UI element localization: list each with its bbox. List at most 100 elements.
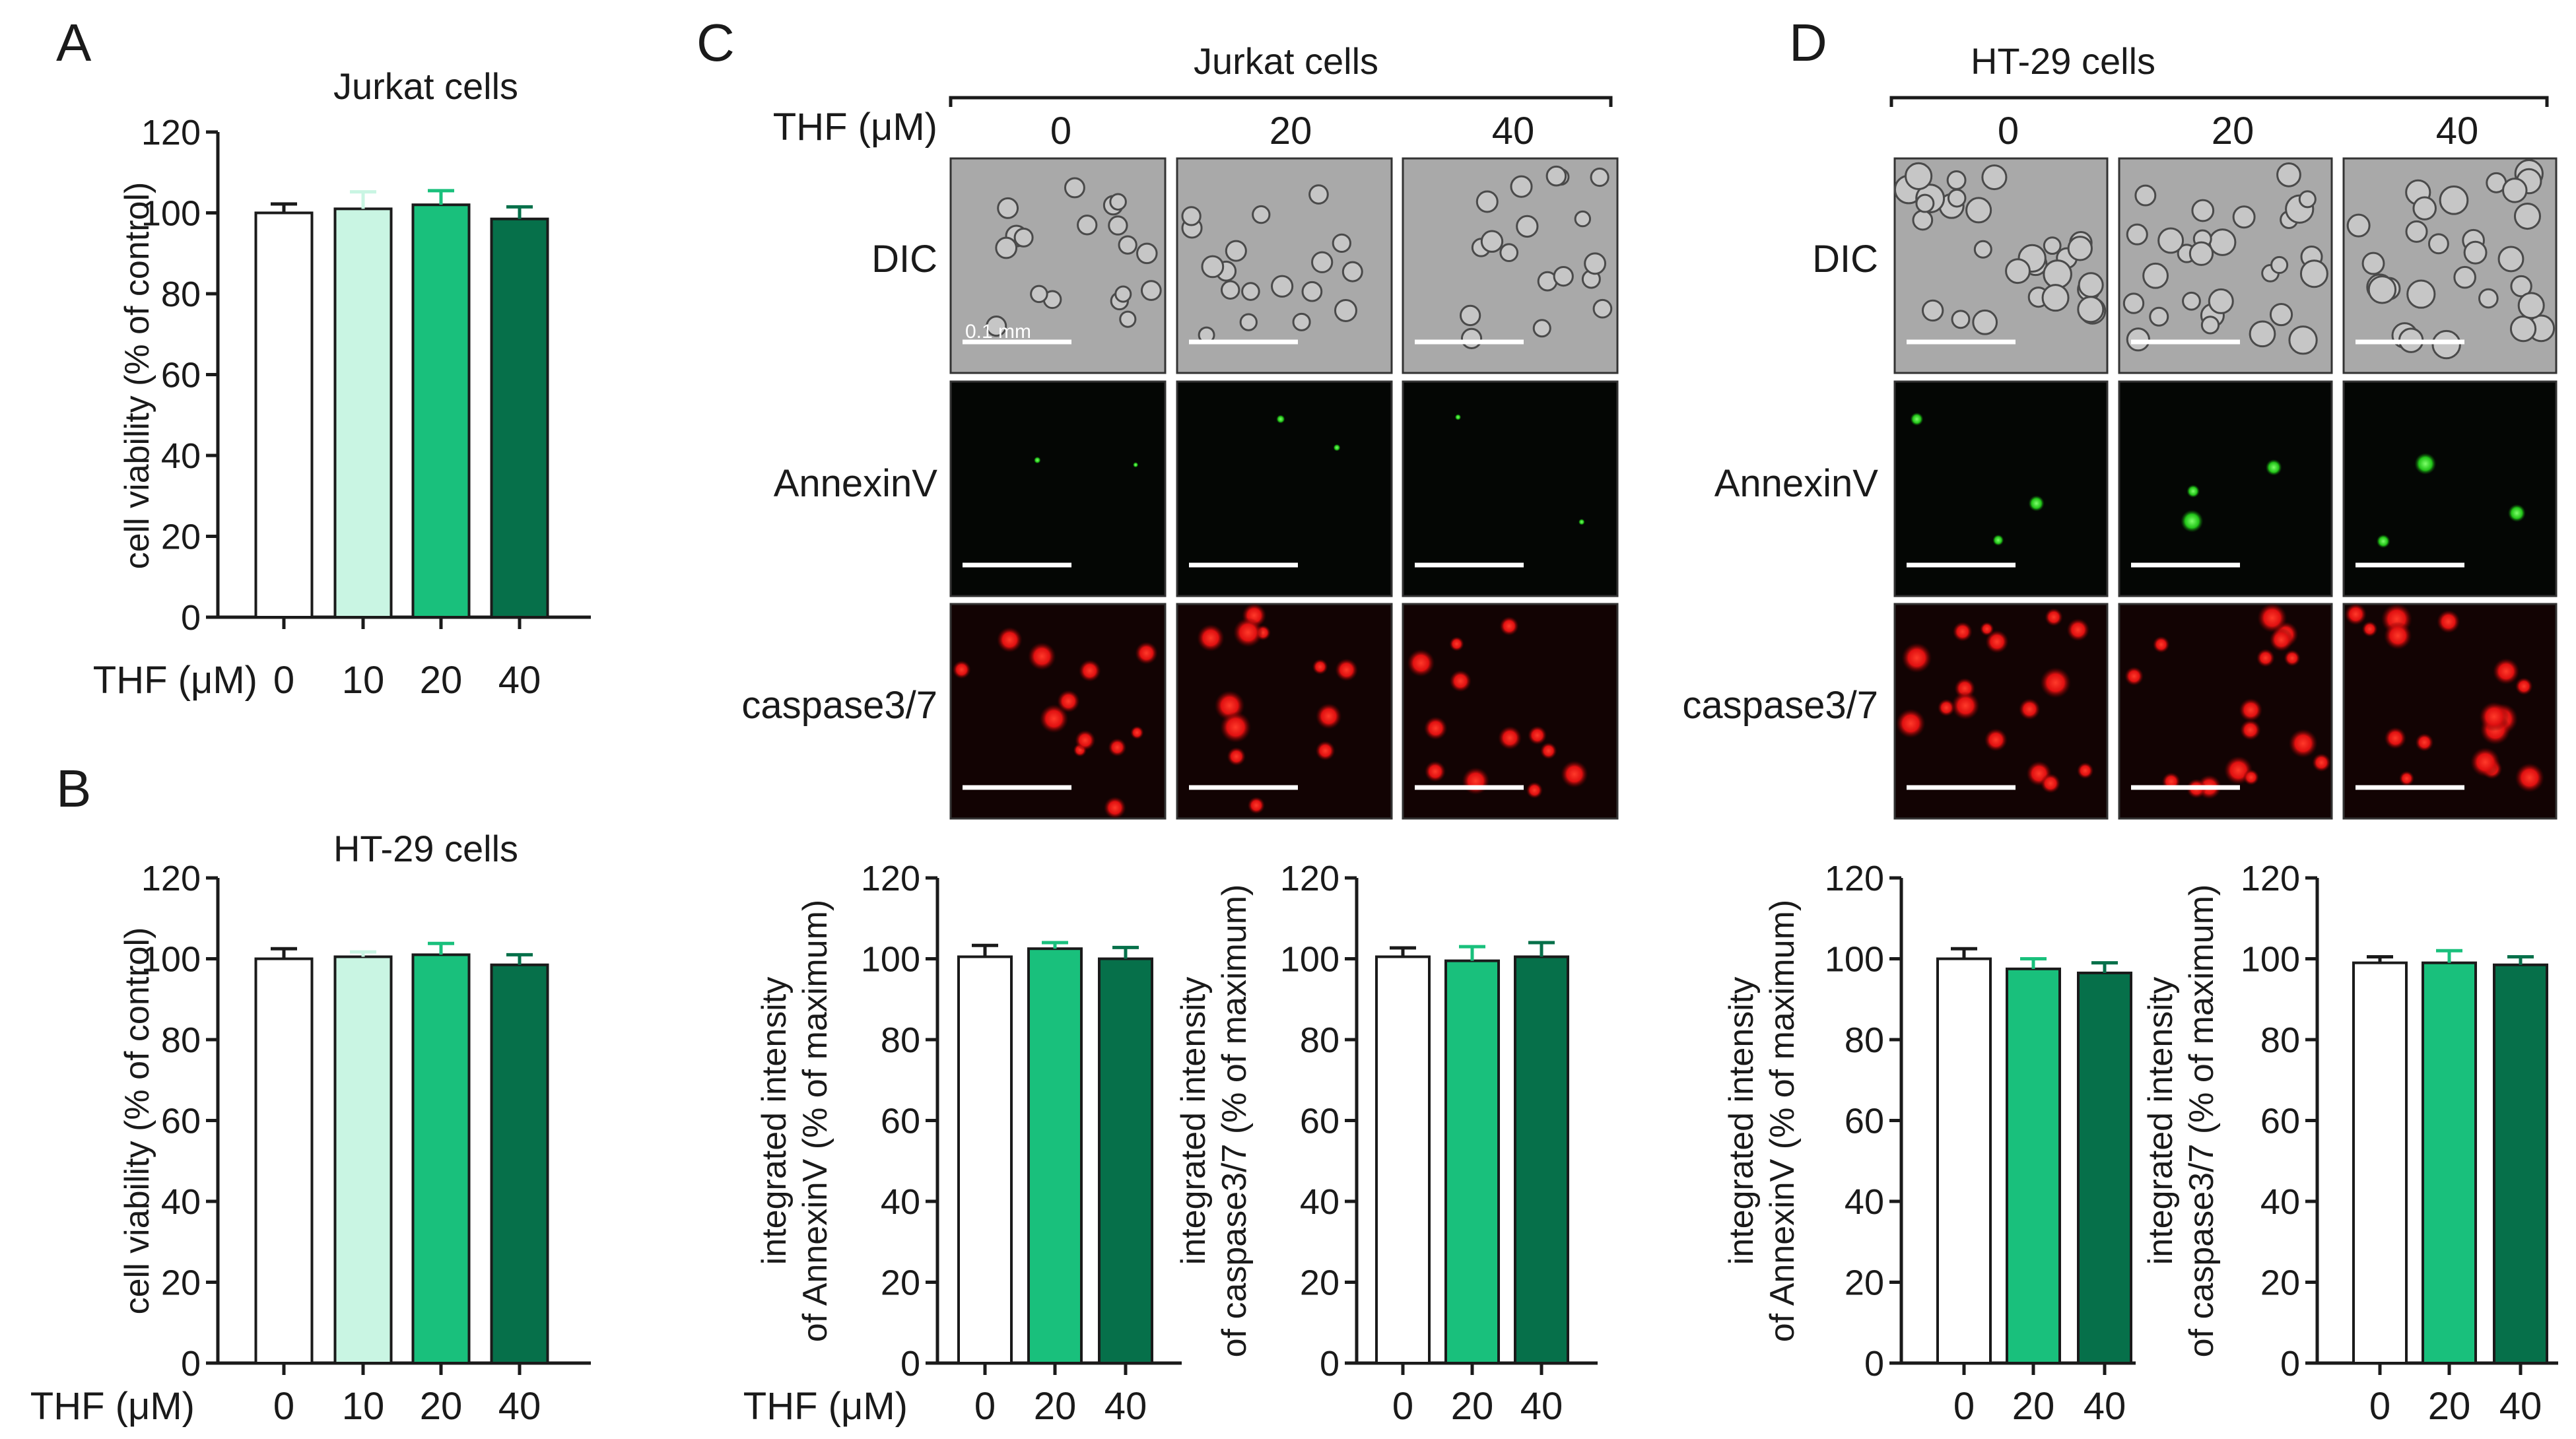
caspase-spot <box>1075 729 1096 751</box>
tile-d-dic-40 <box>2342 157 2558 374</box>
chart-c-caspase-xtick-label-20: 20 <box>1451 1385 1494 1428</box>
tile-c-caspase-0 <box>949 603 1167 820</box>
caspase-spot <box>2383 621 2412 650</box>
chart-b-bar-10 <box>333 955 393 1364</box>
chart-b-ytick-label: 40 <box>161 1182 201 1222</box>
chart-d-annexin-errorbar-20 <box>2020 957 2047 969</box>
chart-d-caspase-bar-0 <box>2352 961 2408 1364</box>
chart-c-annexin-ylabel-line-1: integrated intensity <box>755 977 794 1265</box>
chart-b-errorbar-0 <box>271 947 297 959</box>
chart-b-errorbar-40 <box>506 953 533 965</box>
cell <box>2478 288 2499 309</box>
cell <box>2463 240 2488 265</box>
chart-b-xtick-label-0: 0 <box>273 1385 294 1428</box>
caspase-spot <box>1407 649 1435 677</box>
cell <box>1510 175 1533 198</box>
chart-b-ytick-label: 20 <box>161 1263 201 1303</box>
caspase-spot <box>1312 659 1328 675</box>
chart-a-xtick-label-20: 20 <box>420 659 463 702</box>
cell <box>2367 275 2397 304</box>
chart-d-annexin-ytick-label: 20 <box>1845 1263 1884 1303</box>
chart-d-annexin-ytick-label: 40 <box>1845 1182 1884 1222</box>
cell <box>1912 209 1934 231</box>
chart-b-title: HT-29 cells <box>333 828 518 869</box>
caspase-spot <box>1039 704 1069 733</box>
chart-d-caspase-ytick-label: 80 <box>2260 1021 2300 1060</box>
tile-d-caspase-20 <box>2118 603 2333 820</box>
annexin-spot <box>2376 534 2390 549</box>
cell <box>2191 199 2215 222</box>
cell <box>1915 193 1935 213</box>
tile-d-annexin-40 <box>2342 380 2558 597</box>
micro-d-bracket <box>1889 96 2549 107</box>
cell <box>2077 296 2105 323</box>
caspase-spot <box>1103 796 1126 819</box>
micro-c-thf-label: THF (μM) <box>773 106 937 149</box>
cell <box>2142 262 2169 289</box>
caspase-spot <box>2515 677 2533 696</box>
caspase-spot <box>2398 770 2415 786</box>
caspase-spot <box>2066 618 2090 642</box>
chart-d-caspase-errorbar-40 <box>2507 954 2534 965</box>
cell <box>2288 325 2318 355</box>
chart-d-annexin-ylabel-line-1: integrated intensity <box>1722 977 1761 1265</box>
cell <box>986 316 1007 337</box>
annexin-spot <box>2265 459 2282 476</box>
annexin-spot <box>1276 415 1285 424</box>
cell <box>1341 261 1363 283</box>
cell <box>2431 329 2461 360</box>
chart-c-annexin-bar-0 <box>957 955 1013 1364</box>
chart-c-caspase-ytick-label: 60 <box>1300 1102 1339 1141</box>
caspase-spot <box>1895 708 1926 739</box>
micro-c-conc-0: 0 <box>1050 110 1071 152</box>
caspase-spot <box>1901 642 1932 673</box>
chart-d-caspase: 0 20 40 60 80 100 120 0 20 40 integrated intensity… <box>2142 859 2558 1428</box>
annexin-spot <box>2028 495 2045 512</box>
caspase-spot <box>1985 630 2009 653</box>
chart-d-caspase-xtick-label-20: 20 <box>2428 1385 2471 1428</box>
chart-a-ytick-label: 0 <box>181 598 201 638</box>
tile-c-caspase-20 <box>1176 603 1393 820</box>
chart-d-annexin-xtick-label-20: 20 <box>2012 1385 2055 1428</box>
chart-a-errorbar-0 <box>271 202 297 213</box>
chart-b-ytick-label: 0 <box>181 1344 201 1384</box>
cell <box>2182 291 2201 311</box>
cell <box>1946 170 1967 190</box>
caspase-spot <box>2239 719 2261 741</box>
cell <box>1252 205 1271 224</box>
chart-a-ytick-label: 80 <box>161 275 201 314</box>
annexin-spot <box>2507 504 2526 522</box>
tile-c-caspase-40 <box>1402 603 1619 820</box>
cell <box>2208 228 2237 256</box>
cell <box>1499 243 1519 263</box>
chart-d-annexin-errorbar-0 <box>1951 947 1977 959</box>
chart-a-bar-10 <box>333 207 393 619</box>
chart-d-caspase-bar-20 <box>2422 961 2477 1364</box>
cell <box>2502 178 2528 203</box>
chart-d-annexin: 0 20 40 60 80 100 120 0 20 40 integrated intensity… <box>1722 859 2136 1428</box>
chart-d-annexin-xtick-label-0: 0 <box>1953 1385 1975 1428</box>
chart-c-annexin-ylabel-line-2: of AnnexinV (% of maximum) <box>796 900 834 1342</box>
cell <box>1181 206 1202 226</box>
chart-a-ytick-label: 20 <box>161 518 201 557</box>
chart-d-caspase-errorbar-20 <box>2436 949 2462 963</box>
cell <box>1475 190 1499 213</box>
micro-d-title: HT-29 cells <box>1971 40 2155 82</box>
annexin-spot <box>1034 456 1041 464</box>
chart-c-annexin-ytick-label: 60 <box>881 1102 920 1141</box>
chart-b-ytick-label: 120 <box>141 859 201 898</box>
chart-c-caspase-ytick-label: 100 <box>1280 940 1339 980</box>
micro-d-row-annexin: AnnexinV <box>1714 462 1879 505</box>
cell <box>2346 213 2371 238</box>
caspase-spot <box>2515 762 2545 793</box>
chart-d-caspase-ytick-label: 20 <box>2260 1263 2300 1303</box>
chart-c-annexin-errorbar-0 <box>972 943 998 957</box>
caspase-spot <box>1526 782 1543 799</box>
tile-d-annexin-20 <box>2118 380 2333 597</box>
chart-b-ytick-label: 80 <box>161 1021 201 1060</box>
chart-d-caspase-bar-40 <box>2493 963 2548 1364</box>
cell <box>2517 292 2545 319</box>
annexin-spot <box>1910 412 1924 426</box>
panel-letter-c: C <box>696 13 735 72</box>
